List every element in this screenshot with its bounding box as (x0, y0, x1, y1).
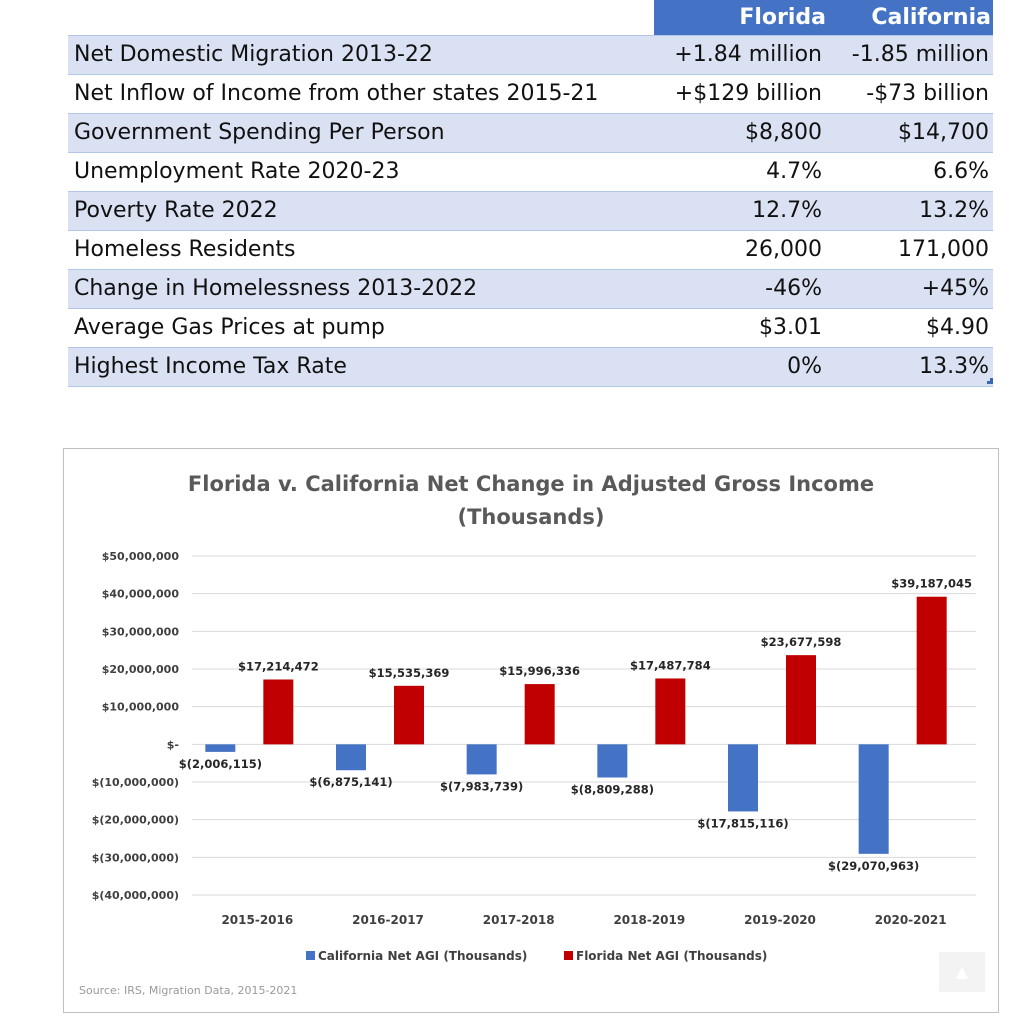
row-label: Change in Homelessness 2013-2022 (68, 268, 654, 308)
y-tick-label: $50,000,000 (102, 550, 180, 563)
california-value: 13.2% (826, 190, 993, 230)
x-tick-label: 2016-2017 (352, 913, 424, 927)
california-value-label: $(17,815,116) (697, 816, 788, 830)
florida-bar (524, 684, 555, 745)
y-tick-label: $30,000,000 (102, 625, 180, 638)
table-row: Government Spending Per Person $8,800 $1… (68, 112, 993, 152)
header-blank (68, 0, 654, 35)
x-tick-label: 2015-2016 (221, 913, 293, 927)
california-value: 171,000 (826, 229, 993, 269)
florida-value-label: $15,535,369 (369, 666, 450, 680)
table-row: Poverty Rate 2022 12.7% 13.2% (68, 190, 993, 230)
table-row: Unemployment Rate 2020-23 4.7% 6.6% (68, 151, 993, 191)
bar-chart: Florida v. California Net Change in Adju… (92, 472, 976, 963)
california-value: $4.90 (826, 307, 993, 347)
legend: California Net AGI (Thousands) Florida Ne… (306, 949, 767, 963)
florida-value: +$129 billion (654, 73, 826, 113)
table-row: Average Gas Prices at pump $3.01 $4.90 (68, 307, 993, 347)
florida-bar (263, 679, 294, 745)
california-bar (728, 744, 758, 812)
florida-bar (916, 596, 947, 745)
legend-label-florida: Florida Net AGI (Thousands) (576, 949, 767, 963)
row-label: Average Gas Prices at pump (68, 307, 654, 347)
gridlines (192, 555, 976, 896)
source-note: Source: IRS, Migration Data, 2015-2021 (79, 984, 298, 997)
california-value: -1.85 million (826, 34, 993, 74)
table-resize-handle[interactable] (987, 378, 993, 384)
california-bar (466, 744, 497, 775)
legend-swatch-california (306, 951, 315, 960)
scroll-to-top-button[interactable]: ▲ (939, 952, 985, 992)
x-tick-label: 2018-2019 (613, 913, 685, 927)
florida-value-label: $17,487,784 (630, 658, 711, 672)
florida-value-label: $23,677,598 (761, 635, 842, 649)
y-tick-label: $(40,000,000) (92, 889, 179, 902)
y-tick-label: $- (167, 738, 179, 751)
header-california: California (826, 0, 993, 35)
california-bar (336, 744, 366, 771)
legend-label-california: California Net AGI (Thousands) (318, 949, 527, 963)
legend-swatch-florida (564, 951, 573, 960)
table-header-row: Florida California (68, 0, 993, 35)
row-label: Highest Income Tax Rate (68, 346, 654, 387)
florida-value: 12.7% (654, 190, 826, 230)
x-tick-label: 2017-2018 (483, 913, 555, 927)
table-row: Net Domestic Migration 2013-22 +1.84 mil… (68, 34, 993, 74)
y-tick-label: $40,000,000 (102, 588, 180, 601)
y-tick-label: $(30,000,000) (92, 851, 179, 864)
y-tick-label: $(20,000,000) (92, 814, 179, 827)
table-row: Change in Homelessness 2013-2022 -46% +4… (68, 268, 993, 308)
arrow-up-icon: ▲ (955, 962, 969, 981)
y-tick-label: $10,000,000 (102, 701, 180, 714)
california-bar (597, 744, 628, 778)
chart-panel: Florida v. California Net Change in Adju… (63, 448, 999, 1013)
header-florida: Florida (654, 0, 826, 35)
california-value: 6.6% (826, 151, 993, 191)
row-label: Government Spending Per Person (68, 112, 654, 152)
california-bar (858, 744, 889, 854)
florida-value: 4.7% (654, 151, 826, 191)
california-value-label: $(2,006,115) (179, 757, 262, 771)
california-value-label: $(8,809,288) (571, 783, 654, 797)
row-label: Net Inflow of Income from other states 2… (68, 73, 654, 113)
comparison-table: Florida California Net Domestic Migratio… (68, 0, 993, 387)
california-value-label: $(29,070,963) (828, 859, 919, 873)
california-value: $14,700 (826, 112, 993, 152)
x-tick-label: 2019-2020 (744, 913, 816, 927)
x-axis: 2015-2016 2016-2017 2017-2018 2018-2019 2019… (221, 913, 946, 927)
row-label: Unemployment Rate 2020-23 (68, 151, 654, 191)
california-value-label: $(6,875,141) (309, 775, 392, 789)
florida-value: +1.84 million (654, 34, 826, 74)
florida-value: $3.01 (654, 307, 826, 347)
chart-title-line-1: Florida v. California Net Change in Adju… (188, 472, 874, 496)
florida-value-label: $39,187,045 (891, 577, 972, 591)
y-axis: $50,000,000 $40,000,000 $30,000,000 $20,000… (92, 550, 180, 902)
california-value: 13.3% (826, 346, 993, 387)
row-label: Homeless Residents (68, 229, 654, 269)
bars (205, 596, 947, 854)
florida-value: 0% (654, 346, 826, 387)
table-row: Highest Income Tax Rate 0% 13.3% (68, 346, 993, 387)
y-tick-label: $(10,000,000) (92, 776, 179, 789)
row-label: Net Domestic Migration 2013-22 (68, 34, 654, 74)
table-row: Net Inflow of Income from other states 2… (68, 73, 993, 113)
california-value: -$73 billion (826, 73, 993, 113)
florida-value: 26,000 (654, 229, 826, 269)
florida-value: $8,800 (654, 112, 826, 152)
california-bar (205, 744, 236, 752)
chart-title-line-2: (Thousands) (458, 505, 605, 529)
data-labels: $(2,006,115) $17,214,472 $(6,875,141) $15,5… (179, 577, 972, 873)
florida-value-label: $17,214,472 (238, 659, 319, 673)
row-label: Poverty Rate 2022 (68, 190, 654, 230)
florida-bar (394, 685, 424, 745)
florida-bar (786, 655, 816, 745)
x-tick-label: 2020-2021 (875, 913, 947, 927)
california-value-label: $(7,983,739) (440, 779, 523, 793)
florida-value-label: $15,996,336 (499, 664, 580, 678)
florida-value: -46% (654, 268, 826, 308)
y-tick-label: $20,000,000 (102, 663, 180, 676)
florida-bar (655, 678, 686, 745)
california-value: +45% (826, 268, 993, 308)
table-row: Homeless Residents 26,000 171,000 (68, 229, 993, 269)
